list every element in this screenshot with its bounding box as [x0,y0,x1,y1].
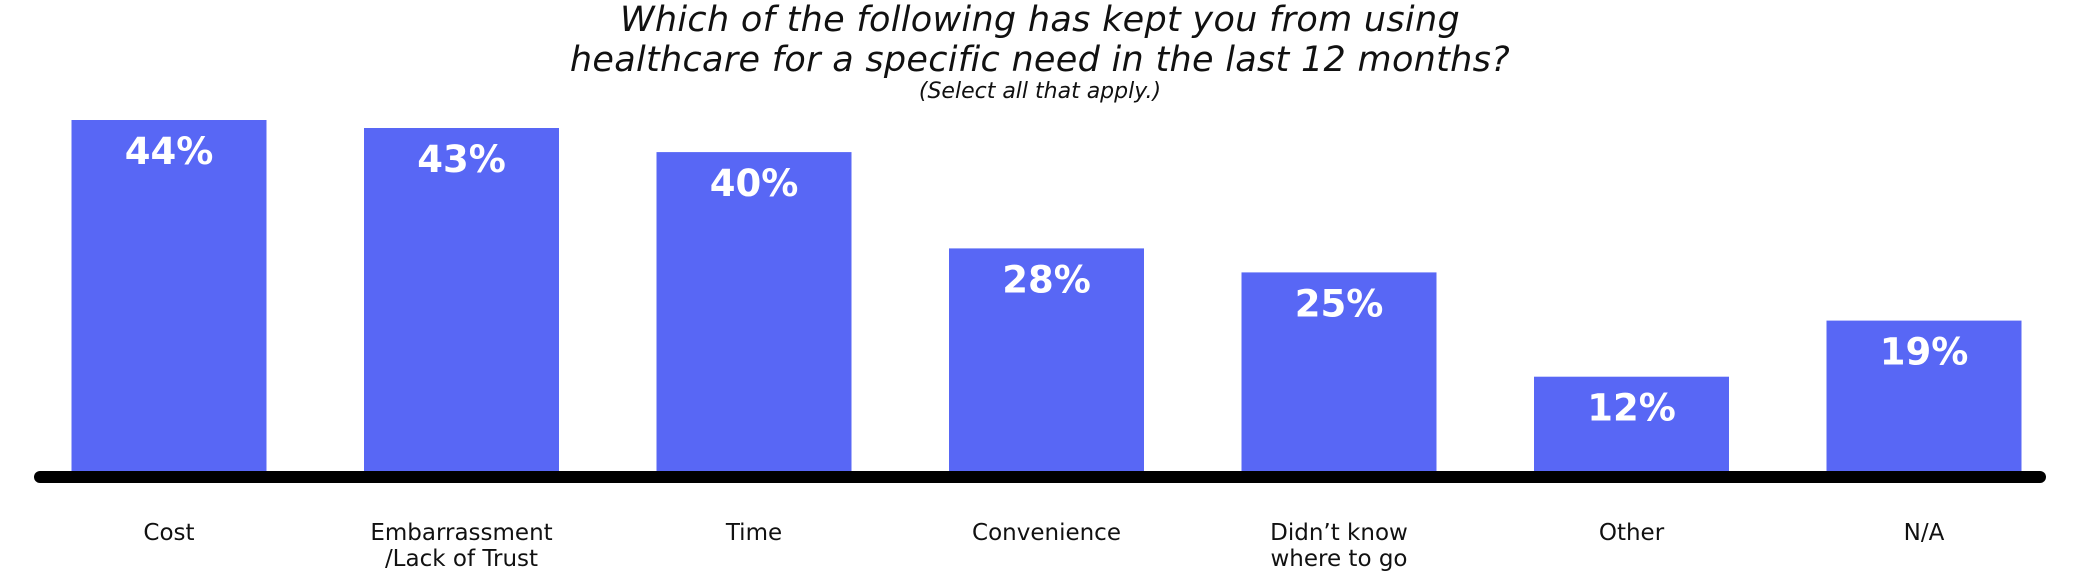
chart-title: Which of the following has kept you from… [0,0,2080,105]
chart-subtitle: (Select all that apply.) [918,79,1162,104]
bar-0 [71,120,267,473]
bar-value-label-6: 19% [1880,331,1969,374]
category-label-group: Cost Embarrassment/Lack of Trust Time Conve… [143,520,1944,572]
bar-4 [1241,272,1437,473]
category-label-3: Convenience [972,520,1121,546]
bar-value-label-5: 12% [1587,387,1676,430]
category-label-1-line-1: /Lack of Trust [385,546,538,572]
bar-5 [1534,376,1729,473]
chart-title-line-1: Which of the following has kept you from… [620,0,1460,40]
bar-value-label-2: 40% [710,162,799,205]
category-label-0: Cost [143,520,194,546]
bar-value-label-1: 43% [417,138,506,181]
bar-1 [364,128,559,473]
category-label-1-line-0: Embarrassment [370,520,552,546]
category-label-4-line-0: Didn’t know [1270,520,1408,546]
category-label-4-line-1: where to go [1270,546,1407,572]
chart-title-line-2: healthcare for a specific need in the la… [569,40,1511,80]
category-label-2: Time [725,520,782,546]
bar-2 [656,152,852,473]
category-label-6: N/A [1904,520,1945,546]
bar-value-label-3: 28% [1002,258,1091,301]
bar-group: 44% 43% 40% 28% 25% 12% 19% [71,120,2022,473]
bar-6 [1826,320,2022,473]
bar-3 [949,248,1144,473]
category-label-5: Other [1599,520,1665,546]
bar-value-label-0: 44% [125,130,214,173]
bar-value-label-4: 25% [1295,282,1384,325]
